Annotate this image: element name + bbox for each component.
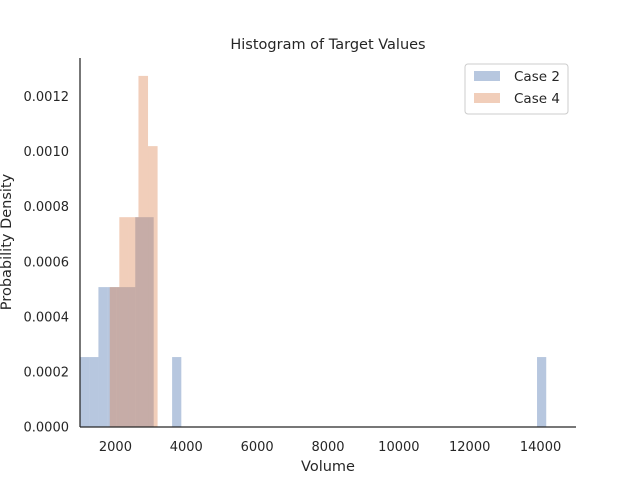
chart-title: Histogram of Target Values <box>230 37 425 53</box>
bar-case-2-11 <box>537 357 547 427</box>
bar-case-4-0 <box>109 287 120 427</box>
x-axis-label: Volume <box>301 459 355 475</box>
y-axis-label: Probability Density <box>0 173 15 310</box>
y-tick-label: 0.0000 <box>24 421 70 436</box>
x-tick-label: 8000 <box>311 440 344 455</box>
y-tick-label: 0.0002 <box>24 365 70 380</box>
legend-swatch-case-2 <box>474 71 500 81</box>
x-tick-label: 14000 <box>520 440 561 455</box>
bar-case-2-0 <box>80 357 90 427</box>
bar-case-2-6 <box>135 217 145 427</box>
bar-case-4-3 <box>138 75 149 428</box>
y-tick-label: 0.0012 <box>24 90 70 105</box>
legend-frame <box>464 63 569 115</box>
x-tick-label: 12000 <box>449 440 490 455</box>
legend-label-case-2: Case 2 <box>514 69 560 85</box>
bar-case-4-2 <box>128 217 139 427</box>
y-tick-label: 0.0010 <box>24 145 70 160</box>
x-ticks: 2000 4000 6000 8000 10000 12000 14000 <box>99 440 561 455</box>
bar-case-2-5 <box>126 287 136 427</box>
bars-layer <box>80 75 547 428</box>
bar-case-2-2 <box>98 287 108 427</box>
legend-swatch-case-4 <box>474 93 500 103</box>
bar-case-4-4 <box>148 146 158 427</box>
x-tick-label: 10000 <box>378 440 419 455</box>
y-tick-label: 0.0008 <box>24 200 70 215</box>
x-tick-label: 4000 <box>170 440 203 455</box>
y-ticks: 0.0000 0.0002 0.0004 0.0006 0.0008 0.0010 0.00… <box>24 90 70 435</box>
bar-case-4-1 <box>119 217 129 427</box>
legend-label-case-4: Case 4 <box>514 91 560 107</box>
bar-case-2-7 <box>144 217 154 427</box>
y-tick-label: 0.0006 <box>24 255 70 270</box>
x-tick-label: 6000 <box>241 440 274 455</box>
y-tick-label: 0.0004 <box>24 310 70 325</box>
x-tick-label: 2000 <box>99 440 132 455</box>
bar-case-2-4 <box>116 287 127 427</box>
bar-case-2-3 <box>107 287 117 427</box>
bar-case-2-1 <box>89 357 99 427</box>
bar-case-2-10 <box>172 357 182 427</box>
legend: Case 2 Case 4 <box>464 63 569 115</box>
